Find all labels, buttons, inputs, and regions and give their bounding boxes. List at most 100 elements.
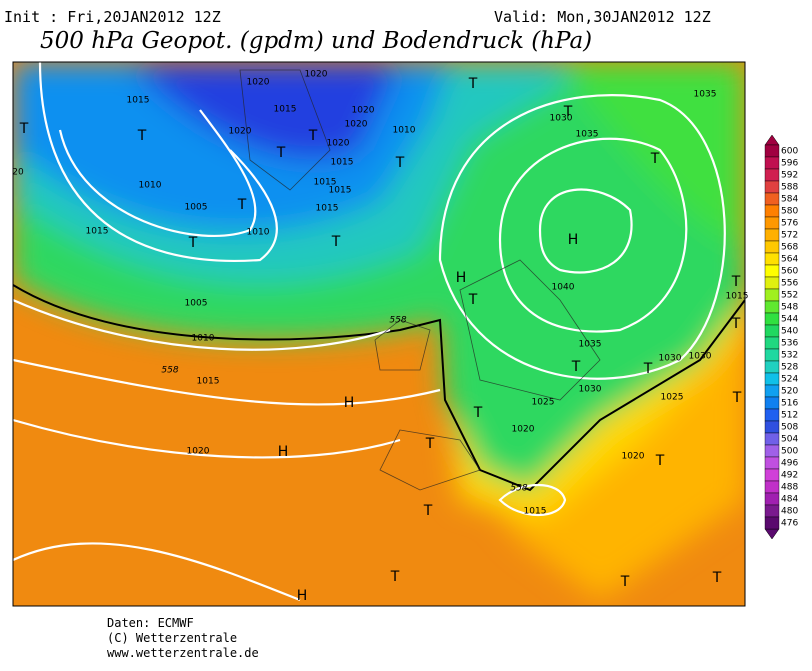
- colorbar-label: 528: [781, 363, 798, 373]
- map-frame: [12, 61, 746, 607]
- colorbar-swatch: [764, 144, 780, 158]
- colorbar-swatch: [764, 384, 780, 398]
- isobar-label: 1010: [192, 334, 215, 344]
- pressure-center: T: [650, 151, 660, 167]
- isobar-label: 1035: [694, 90, 717, 100]
- colorbar-swatch: [764, 192, 780, 206]
- map-labels: 1015 1020 1020 1020 1020 1020 1015 1010 1020 1015…: [12, 70, 748, 605]
- colorbar-label: 536: [781, 339, 798, 349]
- isobar-label: 1015: [331, 158, 354, 168]
- colorbar-swatch: [764, 516, 780, 530]
- colorbar-label: 584: [781, 195, 798, 205]
- isobar-label: 1020: [345, 120, 368, 130]
- isobar-label: 1030: [689, 352, 712, 362]
- isobar-label: 1015: [86, 227, 109, 237]
- colorbar-label: 568: [781, 243, 798, 253]
- colorbar-label: 476: [781, 519, 798, 529]
- pressure-center: T: [19, 121, 29, 137]
- footer-copyright: (C) Wetterzentrale: [107, 631, 237, 645]
- footer-source: Daten: ECMWF: [107, 616, 194, 630]
- colorbar-label: 592: [781, 171, 798, 181]
- colorbar-label: 572: [781, 231, 798, 241]
- colorbar-swatch: [764, 408, 780, 422]
- colorbar-swatch: [764, 276, 780, 290]
- colorbar-label: 580: [781, 207, 798, 217]
- map-area: [13, 62, 745, 606]
- pressure-center: T: [188, 235, 198, 251]
- colorbar-swatch: [764, 216, 780, 230]
- colorbar-swatch: [764, 468, 780, 482]
- colorbar-label: 524: [781, 375, 798, 385]
- contour-label: 558: [161, 366, 178, 376]
- colorbar: 600 596 592 588 584 580 576 572 568 564 560 556 552 5…: [764, 134, 798, 540]
- isobar-label: 1025: [661, 393, 684, 403]
- colorbar-label: 496: [781, 459, 798, 469]
- isobar-label: 1020: [352, 106, 375, 116]
- colorbar-swatch: [764, 300, 780, 314]
- pressure-center: T: [571, 359, 581, 375]
- pressure-center: T: [423, 503, 433, 519]
- isobar-label: 1015: [726, 292, 749, 302]
- colorbar-label: 548: [781, 303, 798, 313]
- colorbar-label: 492: [781, 471, 798, 481]
- isobar-label: 1020: [305, 70, 328, 80]
- colorbar-label: 540: [781, 327, 798, 337]
- colorbar-label: 564: [781, 255, 798, 265]
- pressure-center: T: [731, 274, 741, 290]
- isobar-label: 1015: [316, 204, 339, 214]
- pressure-center: T: [473, 405, 483, 421]
- isobar-label: 1015: [524, 507, 547, 517]
- isobar-label: 1020: [247, 78, 270, 88]
- valid-time: Valid: Mon,30JAN2012 12Z: [494, 8, 711, 26]
- pressure-center: T: [563, 104, 573, 120]
- pressure-center: H: [278, 444, 289, 460]
- colorbar-label: 544: [781, 315, 798, 325]
- pressure-center: T: [395, 155, 405, 171]
- colorbar-label: 556: [781, 279, 798, 289]
- colorbar-swatch: [764, 168, 780, 182]
- colorbar-swatch: [764, 492, 780, 506]
- isobar-label: 20: [12, 168, 24, 178]
- pressure-center: T: [237, 197, 247, 213]
- isobar-label: 1020: [512, 425, 535, 435]
- isobar-label: 1010: [393, 126, 416, 136]
- isobar-label: 1020: [622, 452, 645, 462]
- isobar-label: 1035: [579, 340, 602, 350]
- colorbar-label: 500: [781, 447, 798, 457]
- contour-label: 558: [389, 316, 406, 326]
- colorbar-swatch: [764, 348, 780, 362]
- pressure-center: T: [620, 574, 630, 590]
- colorbar-label: 600: [781, 147, 798, 157]
- pressure-center: T: [731, 316, 741, 332]
- footer-url: www.wetterzentrale.de: [107, 646, 259, 660]
- pressure-center: H: [568, 232, 579, 248]
- pressure-center: H: [344, 395, 355, 411]
- pressure-center: T: [655, 453, 665, 469]
- colorbar-swatch: [764, 480, 780, 494]
- pressure-center: H: [297, 588, 308, 604]
- colorbar-label: 488: [781, 483, 798, 493]
- isobar-label: 1020: [229, 127, 252, 137]
- isobar-label: 1020: [187, 447, 210, 457]
- colorbar-label: 512: [781, 411, 798, 421]
- isobar-label: 1010: [247, 228, 270, 238]
- isobar-label: 1030: [659, 354, 682, 364]
- colorbar-label: 480: [781, 507, 798, 517]
- pressure-center: T: [425, 436, 435, 452]
- colorbar-swatch: [764, 312, 780, 326]
- colorbar-swatch: [764, 336, 780, 350]
- colorbar-label: 532: [781, 351, 798, 361]
- colorbar-label: 560: [781, 267, 798, 277]
- map-title: 500 hPa Geopot. (gpdm) und Bodendruck (h…: [40, 28, 592, 54]
- isobar-label: 1005: [185, 299, 208, 309]
- colorbar-swatch: [764, 504, 780, 518]
- colorbar-label: 552: [781, 291, 798, 301]
- colorbar-swatch: [764, 456, 780, 470]
- isobar-label: 1005: [185, 203, 208, 213]
- isobar-label: 1025: [532, 398, 555, 408]
- pressure-center: T: [468, 292, 478, 308]
- colorbar-label: 588: [781, 183, 798, 193]
- isobar-label: 1015: [274, 105, 297, 115]
